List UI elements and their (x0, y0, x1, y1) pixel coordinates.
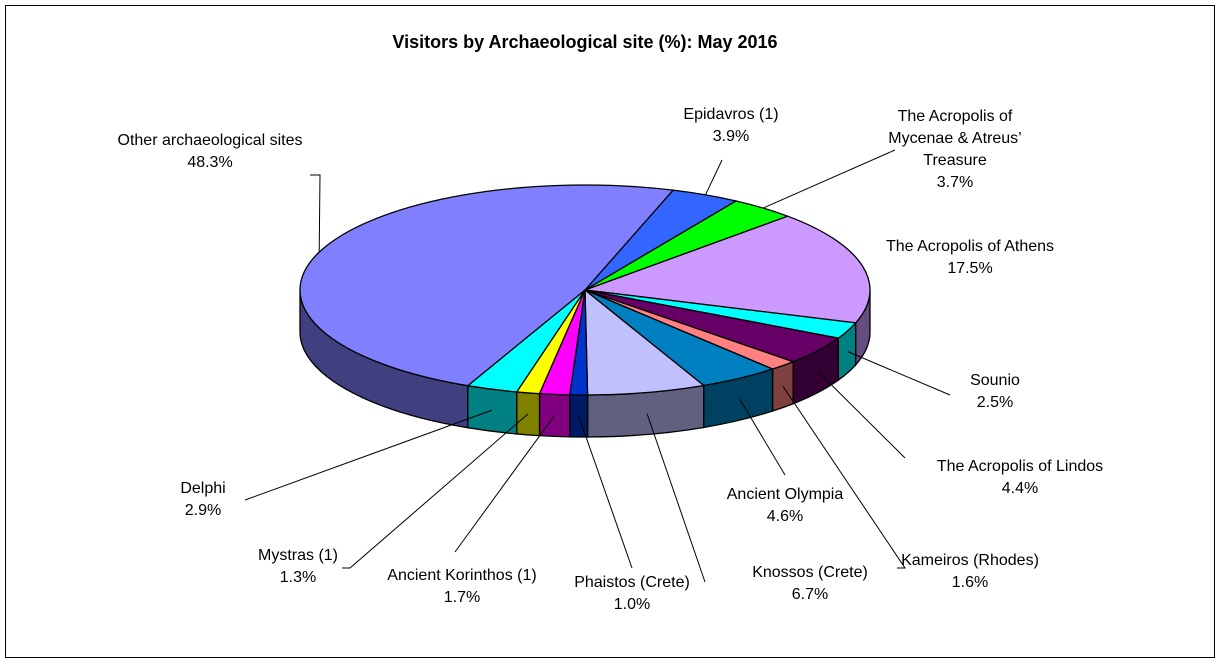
slice (584, 288, 706, 396)
leader-line (578, 415, 633, 569)
leader-line (342, 413, 529, 569)
data-label: Other archaeological sites 48.3% (105, 130, 315, 174)
slice-side (771, 360, 794, 412)
leader-line (762, 149, 896, 209)
category-label: Ancient Korinthos (1) (387, 567, 537, 584)
category-label: Knossos (Crete) (752, 564, 868, 581)
value-label: 17.5% (947, 260, 993, 277)
slice-side (569, 394, 589, 438)
value-label: 4.6% (766, 508, 804, 525)
value-label: 2.9% (184, 502, 222, 519)
value-label: 2.5% (976, 394, 1014, 411)
value-label: 1.3% (279, 569, 317, 586)
data-label: The Acropolis of Athens 17.5% (870, 236, 1070, 280)
category-label: Other archaeological sites (117, 132, 303, 149)
data-label: Ancient Olympia 4.6% (705, 484, 865, 528)
category-label: Delphi (180, 480, 226, 497)
leader-line (847, 351, 951, 396)
data-label: Delphi 2.9% (163, 478, 243, 522)
data-label: Mystras (1) 1.3% (238, 545, 358, 589)
value-label: 1.0% (613, 596, 651, 613)
data-label: Phaistos (Crete) 1.0% (557, 572, 707, 616)
leader-line (244, 409, 493, 501)
category-label: Ancient Olympia (726, 486, 844, 503)
category-label: The Acropolis of Athens (885, 238, 1055, 255)
data-label: Epidavros (1) 3.9% (651, 104, 811, 148)
slice (584, 215, 871, 324)
value-label: 4.4% (1001, 480, 1039, 497)
leader-line (310, 174, 321, 253)
value-label: 1.6% (951, 574, 989, 591)
value-label: 1.7% (443, 589, 481, 606)
data-label: Knossos (Crete) 6.7% (730, 562, 890, 606)
category-label: Sounio (970, 372, 1020, 389)
data-label: Sounio 2.5% (935, 370, 1055, 414)
data-label: The Acropolis of Lindos 4.4% (910, 456, 1130, 500)
value-label: 3.9% (712, 128, 750, 145)
category-label: Phaistos (Crete) (574, 574, 690, 591)
data-label: Ancient Korinthos (1) 1.7% (372, 565, 552, 609)
data-label: Kameiros (Rhodes) 1.6% (880, 550, 1060, 594)
frame (5, 5, 1215, 658)
leader-line (817, 371, 906, 459)
chart-title: Visitors by Archaeological site (%): May… (392, 32, 778, 52)
leader-line (705, 159, 723, 196)
data-label: The Acropolis of Mycenae & Atreus’ Treas… (865, 106, 1045, 194)
leader-line (739, 398, 786, 476)
leader-line (646, 413, 706, 583)
category-label: The Acropolis of Mycenae & Atreus’ Treas… (888, 108, 1022, 169)
value-label: 6.7% (791, 586, 829, 603)
slice-side (467, 384, 518, 435)
slice-side (516, 391, 541, 437)
value-label: 3.7% (936, 174, 974, 191)
leader-line (782, 386, 906, 569)
value-label: 48.3% (187, 154, 233, 171)
category-label: Epidavros (1) (683, 106, 779, 123)
category-label: Kameiros (Rhodes) (901, 552, 1039, 569)
leader-line (454, 415, 555, 553)
category-label: The Acropolis of Lindos (936, 458, 1104, 475)
category-label: Mystras (1) (258, 547, 338, 564)
